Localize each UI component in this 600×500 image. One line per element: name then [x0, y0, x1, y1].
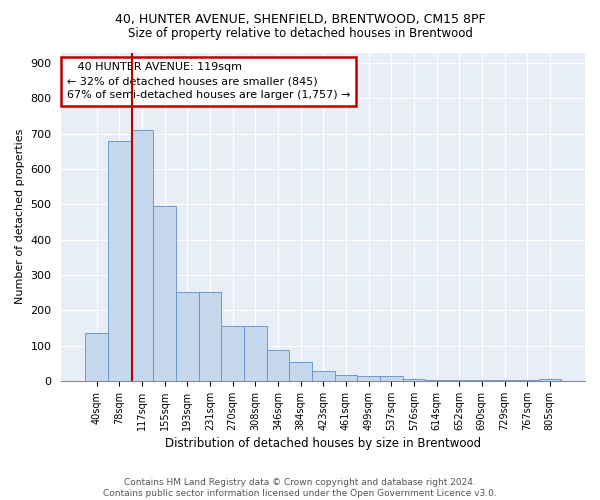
Bar: [516, 380, 539, 381]
Bar: [108, 141, 131, 381]
Y-axis label: Number of detached properties: Number of detached properties: [15, 129, 25, 304]
Text: 40 HUNTER AVENUE: 119sqm
← 32% of detached houses are smaller (845)
67% of semi-: 40 HUNTER AVENUE: 119sqm ← 32% of detach…: [67, 62, 350, 100]
Bar: [493, 380, 516, 381]
Bar: [357, 376, 380, 381]
X-axis label: Distribution of detached houses by size in Brentwood: Distribution of detached houses by size …: [165, 437, 481, 450]
Bar: [539, 379, 561, 381]
Text: Size of property relative to detached houses in Brentwood: Size of property relative to detached ho…: [128, 28, 472, 40]
Bar: [403, 379, 425, 381]
Text: Contains HM Land Registry data © Crown copyright and database right 2024.
Contai: Contains HM Land Registry data © Crown c…: [103, 478, 497, 498]
Bar: [380, 376, 403, 381]
Bar: [266, 350, 289, 381]
Bar: [221, 326, 244, 381]
Bar: [85, 334, 108, 381]
Bar: [289, 362, 312, 381]
Bar: [448, 380, 470, 381]
Bar: [470, 380, 493, 381]
Bar: [335, 374, 357, 381]
Bar: [199, 292, 221, 381]
Bar: [131, 130, 153, 381]
Bar: [312, 372, 335, 381]
Text: 40, HUNTER AVENUE, SHENFIELD, BRENTWOOD, CM15 8PF: 40, HUNTER AVENUE, SHENFIELD, BRENTWOOD,…: [115, 12, 485, 26]
Bar: [153, 206, 176, 381]
Bar: [176, 292, 199, 381]
Bar: [425, 380, 448, 381]
Bar: [244, 326, 266, 381]
